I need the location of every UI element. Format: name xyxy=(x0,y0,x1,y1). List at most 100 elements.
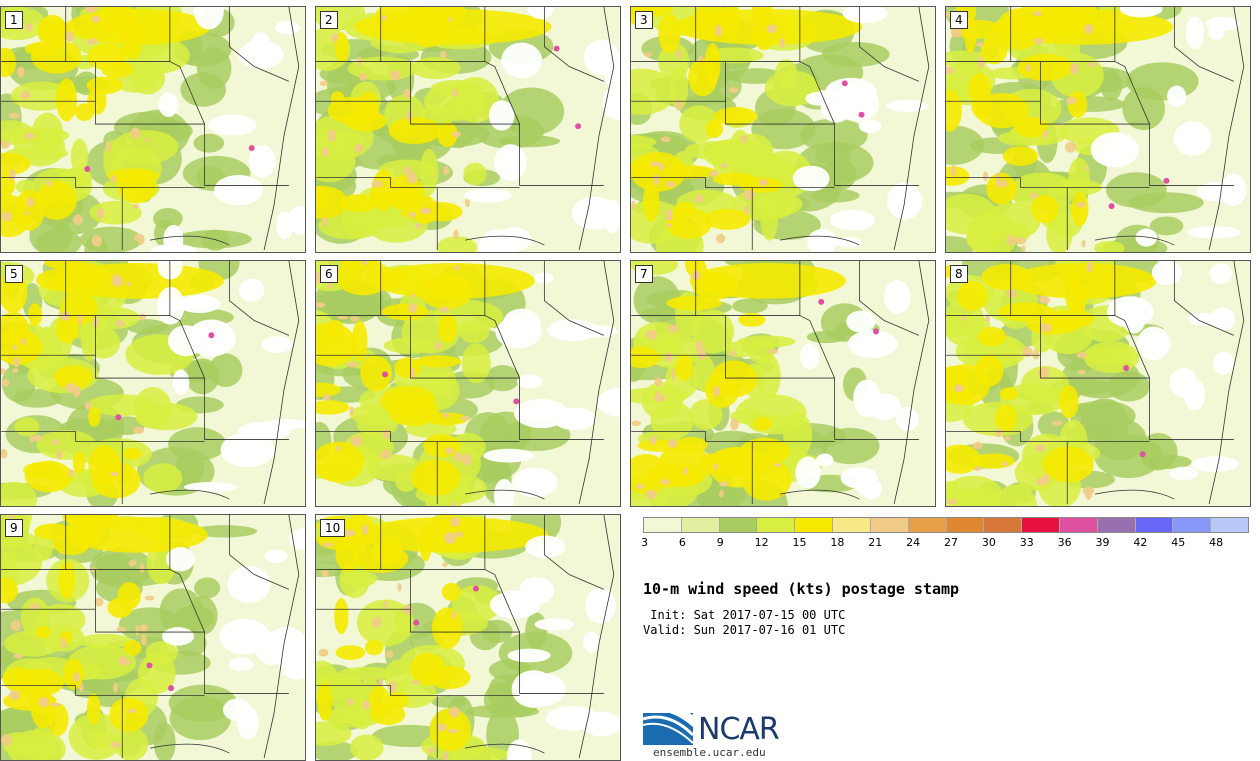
state-border xyxy=(1,354,205,440)
wind-speed-field xyxy=(1,7,305,252)
wind-speed-field xyxy=(316,261,620,506)
state-border xyxy=(779,235,860,246)
state-border xyxy=(1173,7,1235,82)
member-number-label: 8 xyxy=(950,265,968,283)
state-border xyxy=(1010,261,1116,316)
colorbar-segment xyxy=(1022,518,1060,532)
member-number-label: 9 xyxy=(5,519,23,537)
state-border xyxy=(631,100,835,186)
map-panel: 8 xyxy=(945,260,1251,507)
state-border xyxy=(228,261,290,336)
state-border xyxy=(946,354,1150,440)
state-border xyxy=(169,315,205,379)
colorbar-tick-label: 30 xyxy=(981,536,996,549)
member-number-label: 3 xyxy=(635,11,653,29)
map-panel: 3 xyxy=(630,6,936,253)
state-border xyxy=(1208,261,1245,505)
colorbar-segment xyxy=(870,518,909,532)
logo-wordmark: NCAR xyxy=(698,712,780,747)
colorbar-segment xyxy=(946,518,985,532)
state-border xyxy=(631,177,753,251)
member-number-label: 7 xyxy=(635,265,653,283)
state-border xyxy=(316,354,520,440)
state-border xyxy=(169,61,205,125)
colorbar-segment xyxy=(719,518,758,532)
state-border xyxy=(543,261,605,336)
member-number-label: 1 xyxy=(5,11,23,29)
colorbar-tick-label: 21 xyxy=(868,536,883,549)
map-panel: 10 xyxy=(315,514,621,761)
state-border xyxy=(65,515,171,570)
state-border xyxy=(464,235,545,246)
state-border xyxy=(464,489,545,500)
state-border xyxy=(228,7,290,82)
colorbar-tick-label: 15 xyxy=(792,536,807,549)
colorbar-tick-label: 27 xyxy=(944,536,958,549)
state-border xyxy=(893,7,930,251)
state-border xyxy=(263,515,300,759)
colorbar-tick-label: 39 xyxy=(1095,536,1110,549)
wind-speed-field xyxy=(1,515,305,760)
colorbar-segment xyxy=(984,518,1023,532)
state-border xyxy=(631,354,835,440)
state-border xyxy=(380,7,486,62)
state-border xyxy=(65,7,171,62)
wind-speed-field xyxy=(946,7,1250,252)
state-border xyxy=(316,685,438,759)
state-border xyxy=(1,431,123,505)
colorbar-tick-label: 48 xyxy=(1209,536,1224,549)
map-panel: 5 xyxy=(0,260,306,507)
state-border xyxy=(578,261,615,505)
colorbar-segment xyxy=(1211,518,1248,532)
wind-speed-field xyxy=(316,515,620,760)
colorbar-tick-label: 45 xyxy=(1171,536,1186,549)
state-border xyxy=(946,100,1150,186)
member-number-label: 2 xyxy=(320,11,338,29)
colorbar-segment xyxy=(1059,518,1098,532)
state-border xyxy=(228,515,290,590)
colorbar-tick-label: 42 xyxy=(1133,536,1148,549)
state-border xyxy=(149,743,230,754)
colorbar-tick-label: 9 xyxy=(716,536,724,549)
state-border xyxy=(1114,315,1150,379)
state-border xyxy=(1208,7,1245,251)
state-border xyxy=(380,515,486,570)
state-border xyxy=(543,515,605,590)
state-border xyxy=(946,431,1068,505)
wind-speed-field xyxy=(1,261,305,506)
colorbar-tick-label: 18 xyxy=(830,536,845,549)
state-border xyxy=(263,7,300,251)
state-border xyxy=(1094,235,1175,246)
state-border xyxy=(484,569,520,633)
colorbar-segment xyxy=(644,518,682,532)
colorbar-segment xyxy=(795,518,834,532)
colorbar-segment xyxy=(908,518,947,532)
state-border xyxy=(65,261,171,316)
colorbar xyxy=(643,517,1249,533)
map-panel: 6 xyxy=(315,260,621,507)
state-border xyxy=(695,261,801,316)
state-border xyxy=(1010,7,1116,62)
state-border xyxy=(695,7,801,62)
colorbar-segment xyxy=(757,518,796,532)
valid-time: Valid: Sun 2017-07-16 01 UTC xyxy=(643,623,846,637)
colorbar-tick-label: 12 xyxy=(754,536,769,549)
state-border xyxy=(893,261,930,505)
state-border xyxy=(316,608,520,694)
wind-speed-field xyxy=(631,7,935,252)
member-number-label: 5 xyxy=(5,265,23,283)
colorbar-tick-label: 33 xyxy=(1019,536,1034,549)
state-border xyxy=(1,608,205,694)
member-number-label: 6 xyxy=(320,265,338,283)
member-number-label: 10 xyxy=(320,519,346,537)
state-border xyxy=(263,261,300,505)
state-border xyxy=(799,61,835,125)
colorbar-ticks: 3 6 9 12 15 18 21 24 27 30 33 36 39 42 45 48 xyxy=(641,536,1249,550)
wind-speed-field xyxy=(631,261,935,506)
colorbar-tick-label: 24 xyxy=(906,536,921,549)
state-border xyxy=(858,261,920,336)
state-border xyxy=(1,685,123,759)
state-border xyxy=(631,431,753,505)
state-border xyxy=(779,489,860,500)
init-time: Init: Sat 2017-07-15 00 UTC xyxy=(643,608,846,622)
